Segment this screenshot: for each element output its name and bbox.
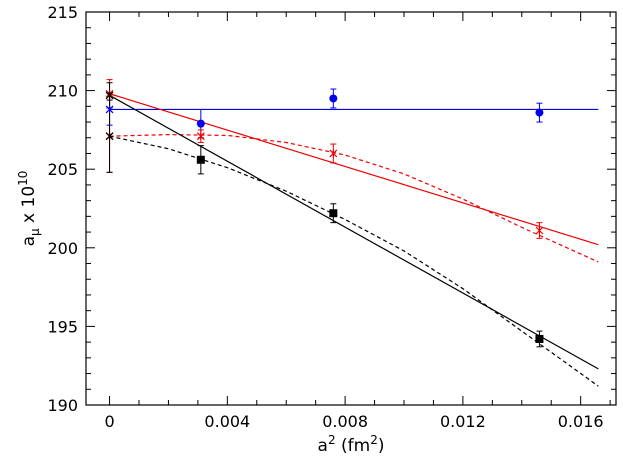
- y-tick-label: 190: [47, 396, 78, 415]
- circle-marker: [535, 108, 544, 117]
- cross-marker: [105, 132, 114, 141]
- circle-marker: [196, 119, 205, 128]
- cross-marker: [535, 226, 544, 235]
- x-tick-label: 0.008: [322, 412, 368, 431]
- y-tick-label: 215: [47, 3, 78, 22]
- fit-line: [109, 135, 599, 387]
- x-tick-label: 0.004: [204, 412, 250, 431]
- fit-curves: [109, 93, 599, 387]
- data-markers: [105, 89, 544, 343]
- square-marker: [196, 155, 205, 164]
- cross-marker: [105, 91, 114, 100]
- x-tick-label: 0: [104, 412, 114, 431]
- y-tick-label: 195: [47, 317, 78, 336]
- x-tick-label: 0.016: [558, 412, 604, 431]
- axis-ticks: 0 0.004 0.008 0.012 0.016 190 195 200 205 210 215: [47, 3, 616, 431]
- circle-marker: [329, 94, 338, 103]
- axis-labels: a2 (fm2) aμ x 1010: [16, 171, 384, 456]
- cross-marker: [329, 149, 338, 158]
- fit-line: [109, 93, 599, 246]
- y-tick-label: 210: [47, 82, 78, 101]
- x-tick-label: 0.012: [440, 412, 486, 431]
- square-marker: [535, 334, 544, 343]
- y-tick-label: 205: [47, 160, 78, 179]
- fit-line: [109, 94, 599, 370]
- fit-line: [109, 134, 599, 263]
- y-tick-label: 200: [47, 239, 78, 258]
- square-marker: [329, 209, 338, 218]
- x-axis-label: a2 (fm2): [318, 433, 385, 456]
- cross-marker: [196, 132, 205, 141]
- error-bars: [106, 79, 543, 348]
- y-axis-label: aμ x 1010: [16, 171, 42, 247]
- plot-frame: [85, 11, 617, 406]
- cross-marker: [105, 105, 114, 114]
